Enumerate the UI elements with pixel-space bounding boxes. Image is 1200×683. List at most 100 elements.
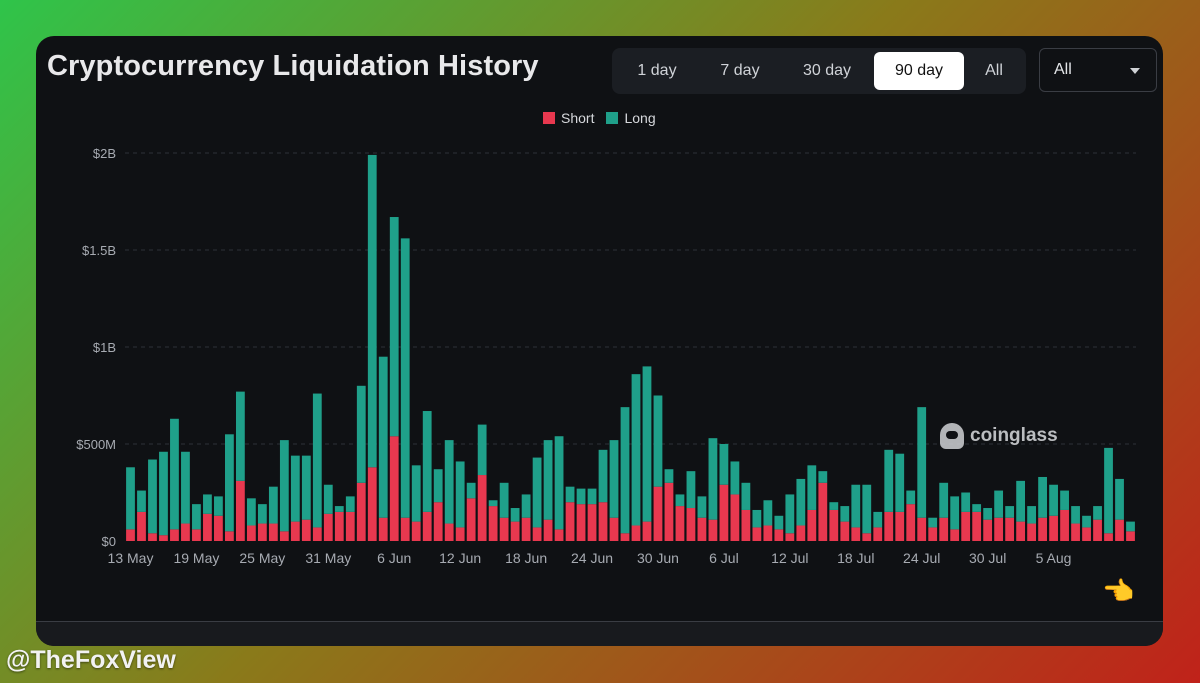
bar-short <box>818 482 828 541</box>
bar-long <box>686 471 696 509</box>
bar-short <box>774 529 784 541</box>
bar-short <box>477 475 487 541</box>
bar-short <box>1038 517 1047 541</box>
bar-long <box>422 411 432 512</box>
bar-long <box>235 391 245 481</box>
bar-short <box>510 521 520 541</box>
bar-long <box>290 455 300 522</box>
bar-long <box>763 500 773 526</box>
y-tick-label: $500M <box>76 437 116 452</box>
bar-long <box>1082 515 1091 528</box>
bar-long <box>598 449 608 503</box>
legend-swatch-short <box>543 112 555 124</box>
bar-short <box>137 511 146 541</box>
bar-long <box>895 453 905 512</box>
range-7-day-button[interactable]: 7 day <box>720 62 760 79</box>
bar-short <box>741 509 751 541</box>
bar-short <box>719 484 729 541</box>
bar-short <box>587 504 597 541</box>
bar-long <box>181 451 190 524</box>
bar-short <box>499 517 509 541</box>
bar-long <box>1060 490 1069 510</box>
x-tick-label: 31 May <box>305 550 351 566</box>
x-tick-label: 6 Jul <box>709 550 739 566</box>
bar-short <box>159 535 168 541</box>
bar-short <box>1049 515 1058 541</box>
bar-long <box>444 440 454 524</box>
bar-long <box>148 459 157 534</box>
bar-short <box>554 529 564 541</box>
bar-short <box>1016 521 1026 541</box>
range-30-day-button[interactable]: 30 day <box>802 62 852 79</box>
bar-long <box>950 496 960 530</box>
bar-short <box>400 517 410 541</box>
bar-long <box>906 490 916 505</box>
bar-short <box>521 517 531 541</box>
bar-short <box>620 533 630 541</box>
bar-long <box>312 393 322 528</box>
bar-short <box>697 517 707 541</box>
bar-short <box>642 521 652 541</box>
legend-item-long[interactable]: Long <box>606 110 656 126</box>
legend-item-short[interactable]: Short <box>543 110 594 126</box>
x-tick-label: 12 Jun <box>439 550 481 566</box>
bar-short <box>840 521 850 541</box>
legend-swatch-long <box>606 112 619 124</box>
bar-short <box>1071 523 1080 541</box>
bar-short <box>301 519 311 541</box>
bar-long <box>1005 506 1015 518</box>
bar-long <box>323 484 333 514</box>
bar-short <box>181 523 190 541</box>
bar-short <box>994 517 1004 541</box>
bar-short <box>631 525 641 541</box>
bar-short <box>565 502 575 541</box>
bar-long <box>708 438 718 520</box>
bar-long <box>840 506 850 522</box>
bar-short <box>455 527 465 541</box>
x-tick-label: 13 May <box>108 550 154 566</box>
bar-short <box>444 523 454 541</box>
bar-long <box>609 440 619 518</box>
bar-long <box>730 461 740 495</box>
bar-short <box>730 494 740 541</box>
range-all-button[interactable]: All <box>985 62 1003 79</box>
bar-long <box>499 482 509 518</box>
bar-short <box>862 533 872 541</box>
bar-long <box>268 486 278 524</box>
bar-long <box>543 440 553 520</box>
bar-long <box>246 498 256 526</box>
coinglass-logo-icon <box>940 423 964 449</box>
range-1-day-button[interactable]: 1 day <box>637 62 677 79</box>
bar-long <box>466 482 476 499</box>
bar-short <box>1115 519 1124 541</box>
bar-long <box>983 508 993 520</box>
bar-long <box>818 471 828 483</box>
time-range-selector: 1 day 7 day 30 day 90 day All <box>612 48 1026 94</box>
range-90-day-button[interactable]: 90 day <box>874 52 964 90</box>
bar-short <box>214 515 223 541</box>
bar-short <box>873 527 883 541</box>
legend-label-short: Short <box>561 110 595 126</box>
bar-long <box>477 424 487 476</box>
bar-short <box>598 502 608 541</box>
bar-short <box>1104 533 1113 541</box>
bar-short <box>268 523 278 541</box>
panel-footer-bar <box>36 621 1163 646</box>
coin-filter-select[interactable]: All <box>1039 48 1157 92</box>
bar-long <box>411 465 421 522</box>
x-tick-label: 18 Jul <box>837 550 874 566</box>
page-title: Cryptocurrency Liquidation History <box>47 50 539 82</box>
bar-short <box>334 511 344 541</box>
bar-long <box>203 494 212 514</box>
bar-short <box>851 527 861 541</box>
bar-short <box>807 509 817 541</box>
bar-short <box>1027 523 1036 541</box>
bar-long <box>851 484 861 528</box>
bar-long <box>785 494 795 534</box>
bar-long <box>972 504 982 512</box>
coinglass-watermark: coinglass <box>940 423 1058 449</box>
bar-long <box>400 238 410 518</box>
legend-label-long: Long <box>624 110 656 126</box>
bar-long <box>301 455 311 520</box>
x-tick-label: 24 Jul <box>903 550 940 566</box>
